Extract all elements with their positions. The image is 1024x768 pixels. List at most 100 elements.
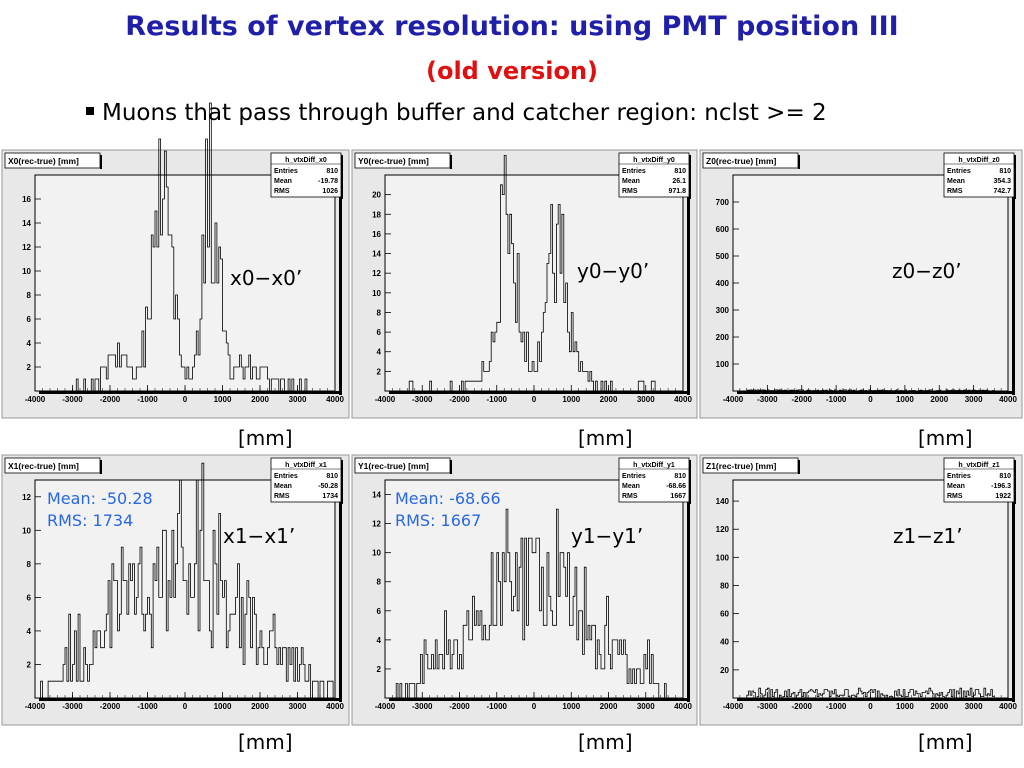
canvas-title-shadow: [450, 460, 452, 474]
y-tick-label: 2: [27, 660, 32, 669]
x-tick-label: 2000: [600, 395, 618, 404]
x-tick-label: 4000: [326, 702, 344, 711]
x-tick-label: 1000: [214, 395, 232, 404]
x-tick-label: -1000: [137, 702, 158, 711]
x-tick-label: -2000: [792, 395, 813, 404]
bullet-point: Muons that pass through buffer and catch…: [86, 100, 827, 126]
histogram-panel-2: Y0(rec-true) [mm] -4000 -3000 -2000 -1000 0 10…: [351, 149, 698, 419]
y-tick-label: 8: [377, 308, 382, 317]
plot-shadow-bottom: [389, 698, 687, 701]
y-tick-label: 60: [720, 610, 729, 619]
x-tick-label: 1000: [896, 395, 914, 404]
histogram-panel-3: Z0(rec-true) [mm] -4000 -3000 -2000 -1000 0 10…: [699, 149, 1023, 419]
histogram-trace: [385, 155, 683, 392]
stats-rms-label: RMS: [274, 188, 290, 195]
stats-mean-label: Mean: [274, 483, 292, 490]
plot-area: [384, 174, 684, 392]
y-tick-label: 2: [377, 367, 382, 376]
y-tick-label: 100: [716, 360, 730, 369]
histogram-trace: [385, 508, 683, 699]
y-tick-label: 6: [377, 328, 382, 337]
y-tick-label: 4: [27, 627, 32, 636]
plot-shadow-right: [1012, 484, 1015, 702]
canvas-title: X1(rec-true) [mm]: [8, 461, 79, 471]
plot-area: [384, 479, 684, 699]
stats-mean-value: -19.78: [318, 178, 338, 185]
y-tick-label: 12: [22, 243, 31, 252]
annotation-rms-x1: RMS: 1734: [47, 511, 134, 530]
unit-label-row2-col3: [mm]: [918, 730, 973, 754]
plot-area: [732, 174, 1009, 392]
stats-frame: [943, 457, 1015, 503]
y-tick-label: 500: [716, 252, 730, 261]
stats-entries-value: 810: [674, 168, 686, 175]
stats-entries-label: Entries: [274, 168, 298, 175]
x-tick-label: -3000: [757, 395, 778, 404]
canvas-title: Z1(rec-true) [mm]: [706, 461, 777, 471]
canvas-title-box: X0(rec-true) [mm]: [4, 152, 102, 169]
canvas-title-box: Z1(rec-true) [mm]: [702, 457, 800, 474]
y-tick-label: 200: [716, 333, 730, 342]
stats-entries-value: 810: [999, 168, 1011, 175]
stats-mean-value: -50.28: [318, 483, 338, 490]
y-tick-label: 40: [720, 638, 729, 647]
plot-area: [34, 174, 336, 392]
y-tick-label: 4: [377, 348, 382, 357]
stats-entries-value: 810: [674, 473, 686, 480]
x-tick-label: 2000: [930, 702, 948, 711]
stats-mean-label: Mean: [622, 178, 640, 185]
x-tick-label: -1000: [826, 702, 847, 711]
x-tick-label: -4000: [723, 395, 744, 404]
y-tick-label: 14: [372, 250, 381, 259]
x-tick-label: 0: [183, 395, 188, 404]
x-tick-label: -2000: [792, 702, 813, 711]
histogram-panel-1: X0(rec-true) [mm] -4000 -3000 -2000 -1000 0 10…: [1, 102, 350, 419]
x-tick-label: -1000: [487, 395, 508, 404]
y-tick-label: 14: [372, 491, 381, 500]
x-tick-label: 3000: [637, 702, 655, 711]
stats-box: h_vtxDiff_y1 Entries 810 Mean -68.66 RMS 1667: [618, 457, 691, 504]
x-tick-label: 2000: [251, 395, 269, 404]
stats-name: h_vtxDiff_z1: [958, 462, 999, 469]
plot-shadow-right: [339, 179, 342, 395]
y-tick-label: 6: [377, 607, 382, 616]
y-tick-label: 18: [372, 210, 381, 219]
stats-mean-label: Mean: [274, 178, 292, 185]
plot-shadow-bottom: [39, 391, 339, 394]
canvas-title-box: Y0(rec-true) [mm]: [354, 152, 452, 169]
stats-rms-value: 971.8: [668, 188, 686, 195]
y-tick-label: 6: [27, 593, 32, 602]
y-tick-label: 4: [27, 339, 32, 348]
stats-entries-label: Entries: [622, 473, 646, 480]
histogram-trace: [35, 102, 335, 392]
stats-entries-value: 810: [326, 473, 338, 480]
x-tick-label: 4000: [999, 702, 1017, 711]
stats-mean-value: -196.3: [991, 483, 1011, 490]
y-tick-label: 12: [22, 493, 31, 502]
unit-label-row1-col3: [mm]: [918, 426, 973, 450]
plot-shadow-bottom: [737, 391, 1012, 394]
stats-frame: [618, 457, 690, 503]
x-tick-label: 2000: [251, 702, 269, 711]
x-tick-label: 3000: [965, 395, 983, 404]
canvas-title: X0(rec-true) [mm]: [8, 156, 79, 166]
stats-name: h_vtxDiff_y1: [633, 462, 675, 469]
x-tick-label: 2000: [600, 702, 618, 711]
unit-label-row2-col2: [mm]: [578, 730, 633, 754]
stats-shadow: [689, 460, 691, 504]
page-title: Results of vertex resolution: using PMT …: [125, 11, 899, 42]
overlay-label-z1: z1−z1’: [893, 524, 963, 548]
y-tick-label: 300: [716, 306, 730, 315]
y-tick-label: 8: [377, 578, 382, 587]
plot-shadow-right: [687, 484, 690, 702]
x-tick-label: 3000: [289, 702, 307, 711]
stats-frame: [943, 152, 1015, 198]
x-tick-label: -1000: [826, 395, 847, 404]
x-tick-label: 0: [868, 702, 873, 711]
stats-shadow: [341, 460, 343, 504]
stats-mean-value: 26.1: [672, 178, 686, 185]
y-tick-label: 10: [22, 267, 31, 276]
x-tick-label: -4000: [25, 702, 46, 711]
stats-rms-value: 1734: [322, 493, 338, 500]
stats-rms-label: RMS: [274, 493, 290, 500]
